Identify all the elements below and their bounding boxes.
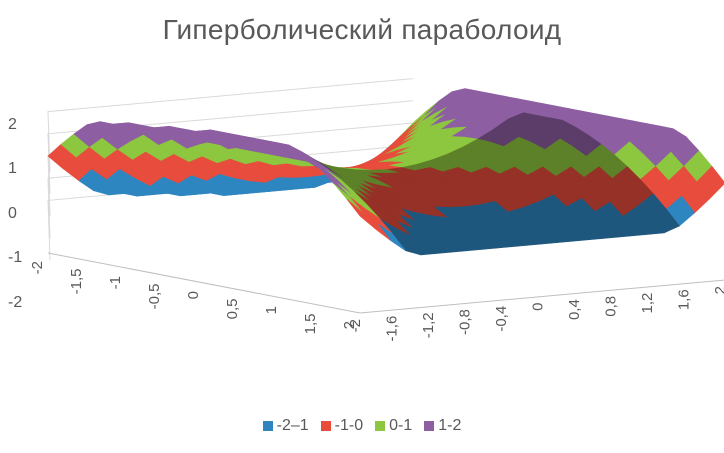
legend-item: -2–1 — [262, 417, 309, 435]
z-tick-label: 1 — [8, 160, 17, 177]
y-tick-label: 0,5 — [224, 299, 241, 320]
y-axis-line — [47, 252, 361, 314]
x-tick-label: 2 — [712, 286, 724, 294]
legend-label: 1-2 — [438, 417, 462, 434]
surface-patch — [346, 199, 376, 230]
y-tick-label: 0 — [185, 291, 202, 299]
x-tick-label: -0,4 — [493, 306, 510, 332]
x-tick-label: -1,6 — [384, 316, 401, 342]
legend-item: -1-0 — [320, 417, 364, 435]
x-tick-label: -2 — [347, 319, 364, 332]
x-tick-label: -1,2 — [420, 312, 437, 338]
gridline — [47, 78, 414, 172]
x-tick-label: 1,6 — [676, 289, 693, 310]
chart-title: Гиперболический параболоид — [162, 14, 562, 45]
y-tick-label: -2 — [29, 261, 46, 274]
legend-swatch — [375, 421, 386, 431]
y-tick-label: 1,5 — [302, 314, 319, 335]
legend-item: 0-1 — [375, 417, 412, 435]
x-tick-label: 0 — [530, 303, 547, 311]
legend-swatch — [262, 421, 273, 431]
gridline — [47, 100, 414, 194]
legend-swatch — [424, 421, 435, 431]
y-tick-label: 1 — [263, 306, 280, 314]
z-tick-label: -1 — [8, 249, 23, 266]
y-tick-label: -1 — [107, 276, 124, 289]
legend-label: -1-0 — [334, 417, 364, 434]
z-tick-label: 2 — [8, 116, 17, 133]
legend-label: -2–1 — [276, 417, 309, 434]
legend-swatch — [320, 421, 331, 431]
chart-legend: -2–1 -1-0 0-1 1-2 — [0, 417, 724, 435]
x-tick-label: 1,2 — [639, 293, 656, 314]
y-tick-label: -1,5 — [68, 269, 85, 295]
legend-label: 0-1 — [389, 417, 413, 434]
y-tick-label: -0,5 — [146, 284, 163, 310]
x-axis-line — [359, 279, 724, 314]
x-tick-label: 0,4 — [566, 299, 583, 320]
x-tick-label: 0,8 — [603, 296, 620, 317]
y-tick-label: 2 — [341, 321, 358, 329]
z-tick-label: 0 — [8, 205, 17, 222]
x-tick-label: -0,8 — [457, 309, 474, 335]
legend-item: 1-2 — [424, 417, 461, 435]
z-tick-label: -2 — [8, 294, 23, 311]
